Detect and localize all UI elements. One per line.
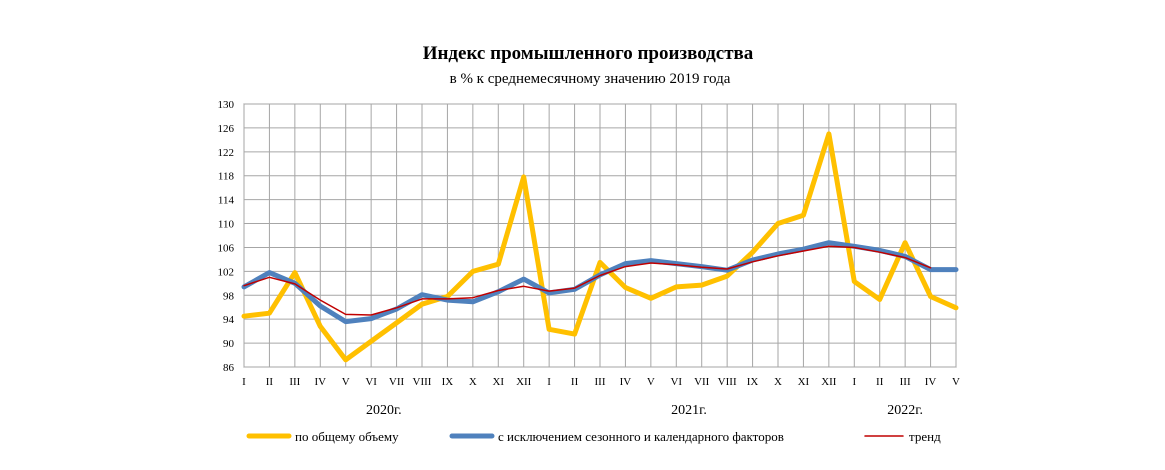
legend-total-label: по общему объему	[295, 429, 399, 444]
x-tick-label: VIII	[413, 376, 432, 388]
x-tick-label: II	[876, 376, 884, 388]
x-tick-label: IV	[314, 376, 326, 388]
y-tick-label: 86	[223, 362, 235, 374]
series-line-trend	[243, 245, 932, 316]
x-tick-label: III	[289, 376, 300, 388]
y-tick-label: 130	[218, 99, 235, 111]
x-tick-label: I	[242, 376, 246, 388]
legend-trend-label: тренд	[909, 429, 941, 444]
x-tick-label: V	[952, 376, 960, 388]
chart-subtitle: в % к среднемесячному значению 2019 года	[450, 71, 731, 87]
y-tick-label: 110	[218, 219, 235, 231]
x-tick-label: IV	[925, 376, 937, 388]
year-label: 2021г.	[671, 403, 707, 418]
y-tick-label: 90	[223, 338, 235, 350]
legend: по общему объему с исключением сезонного …	[246, 429, 941, 444]
x-tick-label: XII	[516, 376, 532, 388]
x-tick-label: VIII	[718, 376, 737, 388]
x-tick-label: I	[547, 376, 551, 388]
y-tick-label: 106	[218, 242, 235, 254]
x-tick-label: X	[774, 376, 782, 388]
x-tick-label: VI	[365, 376, 377, 388]
series-line-total	[241, 131, 959, 363]
x-tick-label: XII	[821, 376, 837, 388]
x-tick-label: IV	[620, 376, 632, 388]
x-tick-label: I	[852, 376, 856, 388]
x-tick-label: XI	[492, 376, 504, 388]
y-tick-label: 98	[223, 290, 235, 302]
year-label: 2020г.	[366, 403, 402, 418]
y-tick-label: 122	[218, 147, 235, 159]
year-label: 2022г.	[887, 403, 923, 418]
x-tick-label: VI	[670, 376, 682, 388]
x-tick-label: III	[595, 376, 606, 388]
x-tick-label: V	[647, 376, 655, 388]
y-tick-label: 114	[218, 195, 235, 207]
x-tick-label: VII	[694, 376, 710, 388]
chart-title: Индекс промышленного производства	[423, 43, 754, 64]
y-tick-label: 102	[218, 266, 235, 278]
x-tick-label: V	[342, 376, 350, 388]
x-tick-label: II	[266, 376, 274, 388]
legend-seasonal-label: с исключением сезонного и календарного ф…	[498, 429, 784, 444]
x-tick-label: XI	[798, 376, 810, 388]
x-tick-label: II	[571, 376, 579, 388]
y-tick-label: 126	[218, 123, 235, 135]
x-tick-label: X	[469, 376, 477, 388]
x-tick-label: IX	[442, 376, 454, 388]
x-tick-label: III	[900, 376, 911, 388]
y-tick-label: 118	[218, 171, 235, 183]
x-tick-label: VII	[389, 376, 405, 388]
y-tick-label: 94	[223, 314, 235, 326]
x-tick-label: IX	[747, 376, 759, 388]
